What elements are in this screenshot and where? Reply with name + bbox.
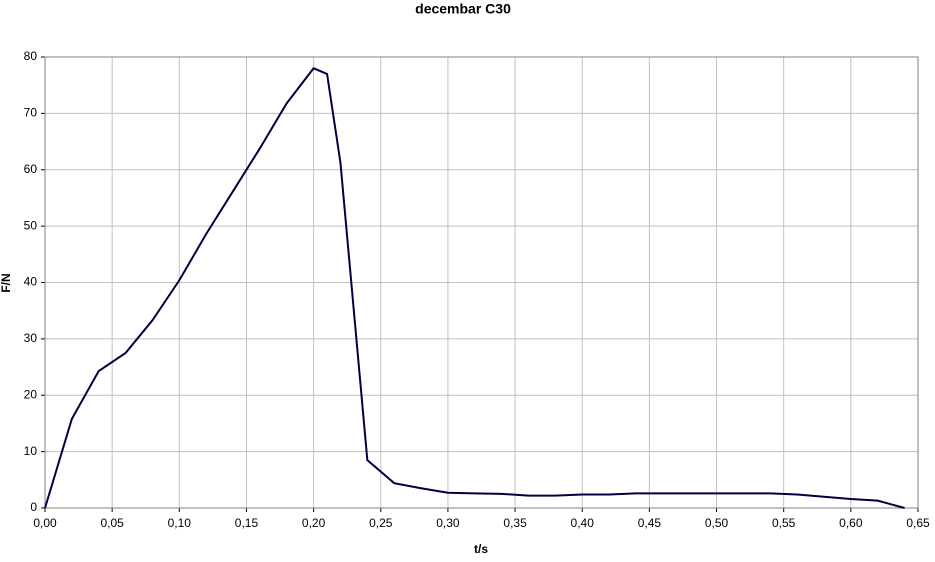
y-tick-label: 40 <box>24 275 38 289</box>
x-tick-label: 0,55 <box>772 516 796 530</box>
x-tick-label: 0,15 <box>235 516 259 530</box>
y-tick-label: 0 <box>30 500 37 514</box>
x-tick-label: 0,40 <box>571 516 595 530</box>
y-tick-label: 70 <box>24 106 38 120</box>
x-tick-label: 0,50 <box>705 516 729 530</box>
x-tick-label: 0,25 <box>369 516 393 530</box>
chart-title: decembar C30 <box>415 1 511 17</box>
x-tick-label: 0,35 <box>503 516 527 530</box>
y-tick-label: 80 <box>24 49 38 63</box>
x-tick-label: 0,05 <box>100 516 124 530</box>
x-axis-label: t/s <box>474 542 488 556</box>
y-tick-label: 60 <box>24 162 38 176</box>
plot-border <box>44 56 919 509</box>
x-tick-label: 0,00 <box>33 516 57 530</box>
x-tick-label: 0,30 <box>436 516 460 530</box>
x-tick-label: 0,45 <box>638 516 662 530</box>
y-tick-label: 30 <box>24 331 38 345</box>
data-line <box>44 67 905 509</box>
y-tick-label: 20 <box>24 387 38 401</box>
y-tick-label: 50 <box>24 218 38 232</box>
x-tick-label: 0,65 <box>906 516 930 530</box>
x-tick-label: 0,60 <box>839 516 863 530</box>
x-tick-label: 0,10 <box>168 516 192 530</box>
y-axis-label: F/N <box>0 273 13 292</box>
y-tick-label: 10 <box>24 444 38 458</box>
x-tick-label: 0,20 <box>302 516 326 530</box>
